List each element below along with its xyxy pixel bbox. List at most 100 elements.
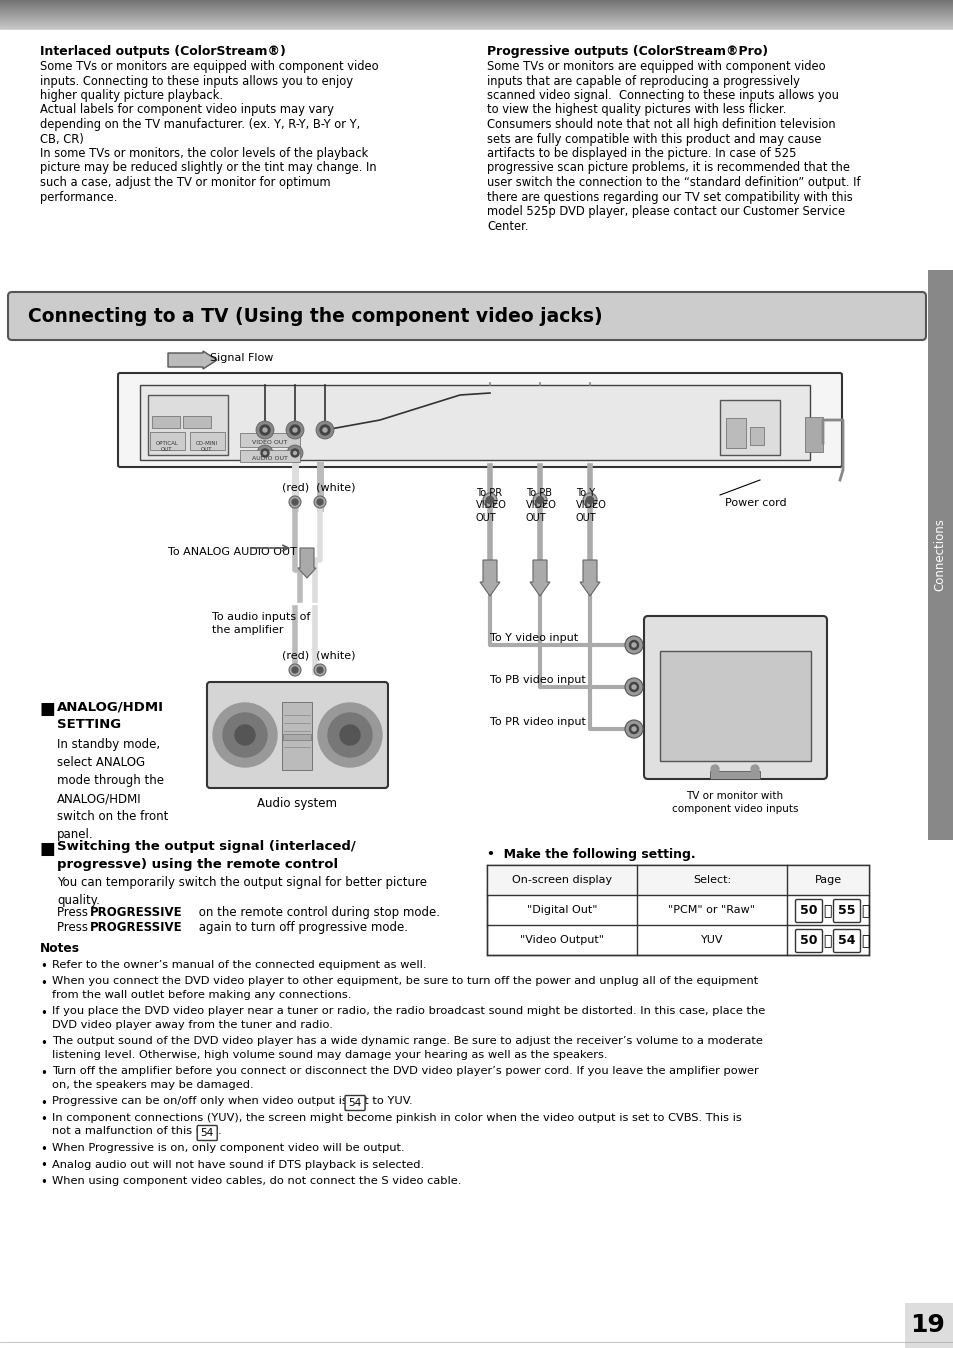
Text: PROGRESSIVE: PROGRESSIVE [90, 921, 182, 934]
Bar [282, 702, 312, 770]
Bar [283, 735, 311, 740]
Circle shape [294, 452, 296, 454]
Text: performance.: performance. [40, 190, 117, 204]
Circle shape [536, 496, 543, 504]
Text: model 525p DVD player, please contact our Customer Service: model 525p DVD player, please contact ou… [486, 205, 844, 218]
FancyBboxPatch shape [643, 616, 826, 779]
Circle shape [289, 665, 301, 675]
Text: not a malfunction of this unit.: not a malfunction of this unit. [52, 1127, 221, 1136]
FancyBboxPatch shape [833, 930, 860, 953]
Text: •: • [40, 1175, 47, 1189]
Text: To PB video input: To PB video input [490, 675, 585, 685]
Bar [190, 431, 225, 450]
FancyBboxPatch shape [833, 899, 860, 922]
FancyBboxPatch shape [795, 930, 821, 953]
Circle shape [260, 425, 270, 435]
Bar [720, 400, 780, 456]
Circle shape [291, 449, 298, 457]
Text: When using component video cables, do not connect the S video cable.: When using component video cables, do no… [52, 1175, 461, 1186]
Text: Refer to the owner’s manual of the connected equipment as well.: Refer to the owner’s manual of the conne… [52, 960, 426, 971]
Text: DVD video player away from the tuner and radio.: DVD video player away from the tuner and… [52, 1020, 333, 1030]
Bar [904, 1304, 953, 1348]
FancyArrow shape [479, 559, 499, 596]
Text: on the remote control during stop mode.: on the remote control during stop mode. [194, 906, 439, 919]
Circle shape [316, 499, 323, 506]
Circle shape [319, 425, 330, 435]
Text: •: • [40, 1037, 47, 1050]
Text: from the wall outlet before making any connections.: from the wall outlet before making any c… [52, 989, 351, 1000]
Circle shape [314, 496, 326, 508]
Circle shape [316, 667, 323, 673]
Text: depending on the TV manufacturer. (ex. Y, R-Y, B-Y or Y,: depending on the TV manufacturer. (ex. Y… [40, 119, 360, 131]
Text: •: • [40, 1143, 47, 1157]
Circle shape [256, 445, 273, 461]
Text: 50: 50 [800, 934, 817, 948]
FancyBboxPatch shape [207, 682, 388, 789]
Text: Analog audio out will not have sound if DTS playback is selected.: Analog audio out will not have sound if … [52, 1159, 424, 1170]
Circle shape [223, 713, 267, 758]
Text: When Progressive is on, only component video will be output.: When Progressive is on, only component v… [52, 1143, 404, 1153]
Text: The output sound of the DVD video player has a wide dynamic range. Be sure to ad: The output sound of the DVD video player… [52, 1037, 762, 1046]
Text: In standby mode,
select ANALOG
mode through the
ANALOG/HDMI
switch on the front
: In standby mode, select ANALOG mode thro… [57, 737, 168, 841]
Text: In component connections (YUV), the screen might become pinkish in color when th: In component connections (YUV), the scre… [52, 1113, 741, 1123]
Text: Center.: Center. [486, 220, 528, 232]
Text: 19: 19 [909, 1313, 944, 1337]
FancyBboxPatch shape [8, 293, 925, 340]
Text: sets are fully compatible with this product and may cause: sets are fully compatible with this prod… [486, 132, 821, 146]
Circle shape [286, 421, 304, 439]
Circle shape [290, 425, 299, 435]
Text: "PCM" or "Raw": "PCM" or "Raw" [668, 905, 755, 915]
Text: "Video Output": "Video Output" [519, 936, 603, 945]
Circle shape [631, 685, 636, 689]
Circle shape [292, 667, 297, 673]
Text: To PB
VIDEO
OUT: To PB VIDEO OUT [525, 488, 557, 523]
Bar [183, 417, 211, 429]
Circle shape [328, 713, 372, 758]
Text: to view the highest quality pictures with less flicker.: to view the highest quality pictures wit… [486, 104, 785, 116]
Text: ■: ■ [40, 700, 55, 718]
Text: VIDEO OUT: VIDEO OUT [253, 439, 287, 445]
Circle shape [339, 725, 359, 745]
Text: 〉: 〉 [861, 934, 868, 948]
Text: Signal Flow: Signal Flow [210, 353, 274, 363]
Circle shape [582, 493, 597, 507]
Bar [749, 427, 763, 445]
Bar [240, 450, 299, 462]
Text: Select:: Select: [692, 875, 730, 886]
Circle shape [629, 640, 638, 650]
Bar [148, 395, 228, 456]
Circle shape [629, 682, 638, 692]
Text: To Y video input: To Y video input [490, 634, 578, 643]
Text: AUDIO OUT: AUDIO OUT [252, 456, 288, 461]
Text: Interlaced outputs (ColorStream®): Interlaced outputs (ColorStream®) [40, 44, 286, 58]
Text: Power cord: Power cord [724, 497, 786, 508]
Text: 54: 54 [348, 1099, 361, 1108]
Circle shape [533, 493, 546, 507]
Text: CO-MINI
OUT: CO-MINI OUT [195, 441, 218, 452]
Text: You can temporarily switch the output signal for better picture
quality.: You can temporarily switch the output si… [57, 876, 427, 907]
Circle shape [624, 678, 642, 696]
Text: To audio inputs of
the amplifier: To audio inputs of the amplifier [212, 612, 310, 635]
Text: Switching the output signal (interlaced/
progressve) using the remote control: Switching the output signal (interlaced/… [57, 840, 355, 871]
Text: 〉: 〉 [822, 905, 830, 918]
Text: To PR
VIDEO
OUT: To PR VIDEO OUT [476, 488, 506, 523]
Text: When you connect the DVD video player to other equipment, be sure to turn off th: When you connect the DVD video player to… [52, 976, 758, 987]
Bar [152, 417, 180, 429]
Text: "Digital Out": "Digital Out" [526, 905, 597, 915]
Text: such a case, adjust the TV or monitor for optimum: such a case, adjust the TV or monitor fo… [40, 177, 331, 189]
Text: Turn off the amplifier before you connect or disconnect the DVD video player’s p: Turn off the amplifier before you connec… [52, 1066, 758, 1077]
Circle shape [317, 704, 381, 767]
Circle shape [287, 445, 303, 461]
Circle shape [234, 725, 254, 745]
Text: To PR video input: To PR video input [490, 717, 585, 727]
Circle shape [261, 449, 269, 457]
Text: 55: 55 [838, 905, 855, 918]
Text: Page: Page [814, 875, 841, 886]
Text: To ANALOG AUDIO OUT: To ANALOG AUDIO OUT [168, 547, 296, 557]
Text: picture may be reduced slightly or the tint may change. In: picture may be reduced slightly or the t… [40, 162, 376, 174]
Bar [150, 431, 185, 450]
FancyArrow shape [168, 350, 216, 369]
Circle shape [293, 429, 296, 431]
Text: YUV: YUV [700, 936, 722, 945]
FancyBboxPatch shape [795, 899, 821, 922]
